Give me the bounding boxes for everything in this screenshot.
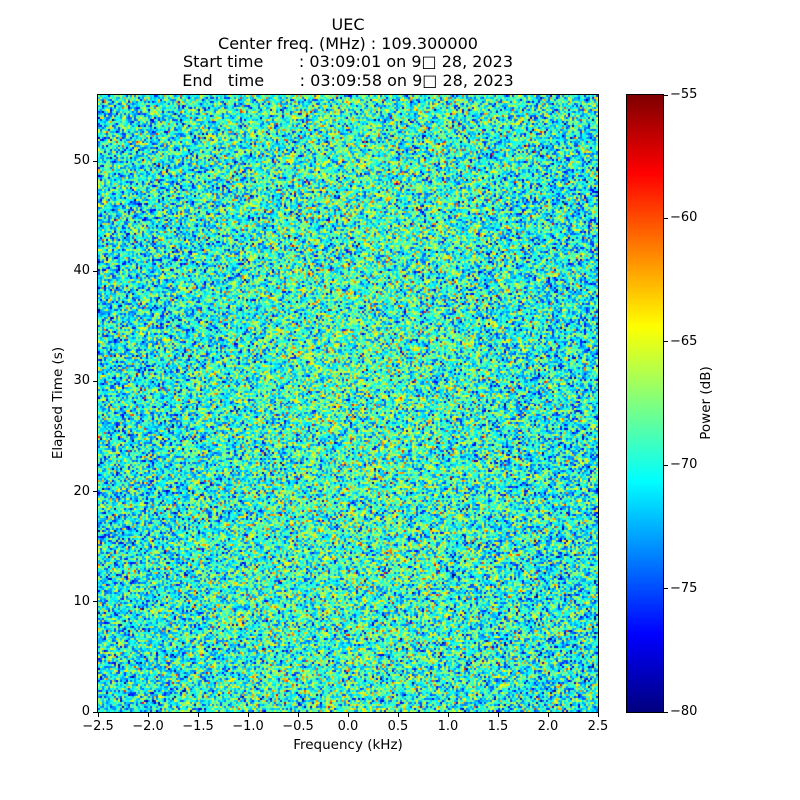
- colorbar-tick-mark: [664, 94, 668, 96]
- x-tick-label: −2.0: [132, 719, 164, 734]
- plot-header: UEC Center freq. (MHz) : 109.300000 Star…: [98, 15, 598, 90]
- x-tick-label: −1.5: [182, 719, 214, 734]
- x-tick-label: 0.0: [337, 719, 359, 734]
- y-tick-mark: [93, 380, 97, 382]
- x-tick-label: 2.0: [537, 719, 559, 734]
- colorbar-tick-mark: [664, 217, 668, 219]
- header-center-freq: Center freq. (MHz) : 109.300000: [218, 33, 478, 53]
- x-tick-mark: [297, 713, 299, 717]
- colorbar-tick-label: −75: [670, 580, 698, 596]
- x-tick-mark: [347, 713, 349, 717]
- x-tick-mark: [247, 713, 249, 717]
- colorbar-tick-label: −55: [670, 87, 698, 102]
- colorbar-tick-mark: [664, 588, 668, 590]
- y-tick-mark: [93, 270, 97, 272]
- colorbar-tick-mark: [664, 464, 668, 466]
- colorbar-label: Power (dB): [698, 366, 714, 440]
- x-tick-label: −0.5: [282, 719, 314, 734]
- header-end-time: End time : 03:09:58 on 9□ 28, 2023: [182, 70, 514, 90]
- header-start-time: Start time : 03:09:01 on 9□ 28, 2023: [183, 52, 513, 72]
- x-tick-label: 1.0: [437, 719, 459, 734]
- x-tick-label: −1.0: [232, 719, 264, 734]
- spectrogram-frame: [97, 94, 599, 713]
- x-tick-label: 2.5: [587, 719, 609, 734]
- x-tick-mark: [497, 713, 499, 717]
- plot-title: UEC: [331, 15, 365, 34]
- colorbar-tick-mark: [664, 711, 668, 713]
- colorbar-tick-label: −65: [670, 333, 698, 349]
- x-tick-label: 0.5: [387, 719, 409, 734]
- x-tick-mark: [547, 713, 549, 717]
- x-tick-mark: [397, 713, 399, 717]
- colorbar-frame: [626, 94, 664, 713]
- y-tick-label: 10: [73, 593, 90, 609]
- y-tick-label: 0: [81, 704, 90, 719]
- colorbar-gradient: [627, 95, 663, 712]
- y-axis-label: Elapsed Time (s): [50, 346, 66, 460]
- x-tick-mark: [147, 713, 149, 717]
- x-axis-label: Frequency (kHz): [293, 737, 403, 753]
- y-tick-mark: [93, 491, 97, 493]
- colorbar-tick-label: −60: [670, 210, 698, 226]
- y-tick-mark: [93, 160, 97, 162]
- x-tick-mark: [447, 713, 449, 717]
- y-tick-label: 20: [73, 483, 90, 499]
- y-tick-label: 30: [73, 373, 90, 389]
- spectrogram-heatmap: [98, 95, 598, 712]
- x-tick-mark: [597, 713, 599, 717]
- y-tick-mark: [93, 711, 97, 713]
- y-tick-label: 50: [73, 153, 90, 169]
- x-tick-label: −2.5: [82, 719, 114, 734]
- colorbar-tick-mark: [664, 341, 668, 343]
- colorbar-tick-label: −70: [670, 457, 698, 473]
- x-tick-mark: [197, 713, 199, 717]
- colorbar-tick-label: −80: [670, 704, 698, 719]
- x-tick-label: 1.5: [487, 719, 509, 734]
- x-tick-mark: [97, 713, 99, 717]
- y-tick-label: 40: [73, 263, 90, 279]
- y-tick-mark: [93, 601, 97, 603]
